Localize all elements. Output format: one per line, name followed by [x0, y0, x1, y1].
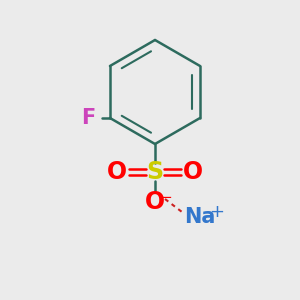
Text: F: F: [81, 108, 95, 128]
Text: O: O: [183, 160, 203, 184]
Text: +: +: [209, 203, 224, 221]
Text: O: O: [145, 190, 165, 214]
Text: −: −: [160, 190, 172, 205]
Text: Na: Na: [184, 207, 216, 227]
Text: O: O: [107, 160, 127, 184]
Text: S: S: [146, 160, 164, 184]
